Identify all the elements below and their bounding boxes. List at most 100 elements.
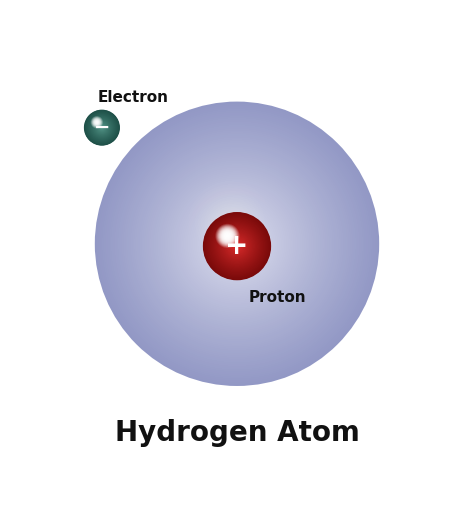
Circle shape — [234, 244, 240, 249]
Circle shape — [191, 198, 283, 290]
Circle shape — [215, 224, 259, 268]
Circle shape — [123, 130, 351, 358]
Circle shape — [99, 124, 105, 131]
Circle shape — [121, 128, 353, 359]
Circle shape — [214, 223, 260, 269]
Circle shape — [112, 119, 361, 368]
Circle shape — [92, 117, 102, 127]
Circle shape — [205, 212, 269, 276]
Circle shape — [223, 233, 251, 260]
Circle shape — [218, 224, 256, 263]
Circle shape — [194, 201, 280, 286]
Circle shape — [155, 162, 319, 326]
Text: Electron: Electron — [97, 90, 168, 105]
Circle shape — [92, 118, 101, 127]
Circle shape — [205, 214, 269, 279]
Circle shape — [139, 146, 335, 342]
Circle shape — [211, 220, 263, 272]
Circle shape — [231, 240, 243, 252]
Circle shape — [222, 231, 233, 241]
Circle shape — [116, 123, 358, 365]
Circle shape — [127, 134, 347, 354]
Circle shape — [223, 232, 232, 240]
Circle shape — [216, 225, 258, 267]
Circle shape — [95, 121, 99, 124]
Circle shape — [223, 230, 251, 258]
Circle shape — [97, 123, 107, 132]
Circle shape — [173, 180, 301, 308]
Circle shape — [95, 121, 109, 135]
Circle shape — [85, 111, 118, 144]
Circle shape — [214, 221, 260, 267]
Circle shape — [227, 235, 228, 237]
Circle shape — [227, 236, 247, 256]
Circle shape — [91, 117, 113, 139]
Circle shape — [221, 230, 234, 242]
Circle shape — [114, 121, 360, 366]
Circle shape — [225, 233, 230, 238]
Circle shape — [91, 116, 113, 139]
Circle shape — [89, 115, 115, 141]
Circle shape — [192, 199, 282, 288]
Circle shape — [215, 224, 259, 268]
Circle shape — [226, 235, 248, 257]
Circle shape — [86, 112, 118, 143]
Circle shape — [196, 203, 278, 285]
Circle shape — [219, 226, 255, 262]
Circle shape — [217, 225, 238, 246]
Circle shape — [90, 116, 114, 139]
Circle shape — [201, 208, 273, 279]
Circle shape — [233, 240, 240, 247]
Circle shape — [125, 132, 349, 356]
Circle shape — [92, 118, 112, 137]
Circle shape — [217, 225, 257, 267]
Circle shape — [100, 126, 104, 130]
Circle shape — [88, 114, 116, 142]
Circle shape — [235, 242, 239, 246]
Circle shape — [96, 122, 108, 134]
Circle shape — [94, 119, 110, 136]
Circle shape — [203, 210, 271, 278]
Circle shape — [209, 215, 265, 272]
Circle shape — [210, 219, 264, 273]
Circle shape — [225, 234, 249, 259]
Circle shape — [206, 216, 268, 277]
Circle shape — [231, 240, 243, 252]
Circle shape — [230, 237, 244, 251]
Circle shape — [86, 112, 118, 143]
Circle shape — [91, 117, 113, 138]
Circle shape — [102, 109, 372, 379]
Circle shape — [128, 135, 346, 352]
Circle shape — [100, 125, 104, 130]
Circle shape — [98, 124, 106, 131]
Circle shape — [212, 222, 262, 270]
Circle shape — [185, 192, 289, 295]
Circle shape — [98, 123, 106, 132]
Circle shape — [84, 109, 120, 146]
Circle shape — [95, 121, 109, 134]
Text: −: − — [94, 118, 110, 137]
Circle shape — [232, 241, 242, 251]
Circle shape — [222, 231, 252, 262]
Circle shape — [90, 116, 114, 140]
Circle shape — [218, 227, 256, 266]
Circle shape — [175, 182, 299, 306]
Circle shape — [148, 155, 326, 333]
Circle shape — [146, 153, 328, 334]
Circle shape — [171, 178, 303, 310]
Circle shape — [104, 110, 370, 377]
Circle shape — [234, 243, 240, 250]
Circle shape — [221, 228, 253, 260]
Circle shape — [161, 167, 313, 320]
Circle shape — [215, 224, 239, 248]
Circle shape — [230, 239, 244, 253]
Circle shape — [209, 218, 265, 274]
Circle shape — [141, 148, 333, 340]
Circle shape — [182, 189, 292, 299]
Circle shape — [222, 231, 252, 261]
Circle shape — [227, 233, 247, 254]
Circle shape — [198, 205, 276, 283]
Circle shape — [100, 125, 104, 130]
Text: Proton: Proton — [248, 290, 306, 305]
Circle shape — [224, 232, 231, 239]
